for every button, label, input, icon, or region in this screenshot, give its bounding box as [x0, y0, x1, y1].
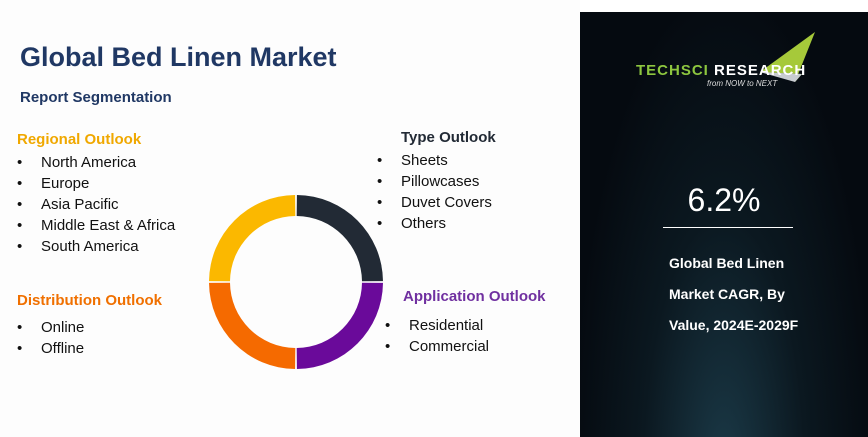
list-item: Online	[17, 319, 162, 340]
regional-outlook: Regional Outlook North AmericaEuropeAsia…	[17, 131, 175, 259]
list-item: Middle East & Africa	[17, 217, 175, 238]
logo-tagline: from NOW to NEXT	[707, 79, 778, 88]
list-item: Residential	[385, 317, 546, 338]
list-item: Commercial	[385, 338, 546, 359]
type-outlook: Type Outlook SheetsPillowcasesDuvet Cove…	[377, 129, 496, 236]
application-segment	[296, 282, 383, 369]
list-item: Sheets	[377, 152, 496, 173]
list-item: Offline	[17, 340, 162, 361]
regional-segment	[209, 195, 296, 282]
list-item: Others	[377, 215, 496, 236]
desc-line: Value, 2024E-2029F	[669, 317, 799, 333]
segment-donut	[209, 195, 383, 369]
section-heading: Distribution Outlook	[17, 292, 162, 309]
section-heading: Application Outlook	[403, 288, 546, 305]
desc-line: Global Bed Linen	[669, 255, 785, 271]
cagr-value: 6.2%	[687, 182, 761, 218]
cagr-description: Global Bed Linen Market CAGR, By Value, …	[669, 248, 798, 341]
divider	[663, 227, 793, 228]
desc-line: Market CAGR, By	[669, 286, 785, 302]
page-subtitle: Report Segmentation	[20, 89, 172, 106]
techsci-logo: TECHSCI RESEARCH	[636, 62, 807, 79]
list-item: Pillowcases	[377, 173, 496, 194]
cagr-panel: TECHSCI RESEARCH from NOW to NEXT 6.2% G…	[580, 12, 868, 437]
segmentation-panel: Global Bed Linen Market Report Segmentat…	[0, 0, 580, 437]
distribution-outlook: Distribution Outlook OnlineOffline	[17, 292, 162, 361]
section-heading: Type Outlook	[401, 129, 496, 146]
distribution-segment	[209, 282, 296, 369]
application-outlook: Application Outlook ResidentialCommercia…	[385, 288, 546, 359]
list-item: South America	[17, 238, 175, 259]
section-heading: Regional Outlook	[17, 131, 142, 148]
page-title: Global Bed Linen Market	[20, 42, 337, 72]
logo-arrow-icon	[760, 32, 815, 82]
type-segment	[296, 195, 383, 282]
list-item: North America	[17, 154, 175, 175]
list-item: Duvet Covers	[377, 194, 496, 215]
list-item: Europe	[17, 175, 175, 196]
list-item: Asia Pacific	[17, 196, 175, 217]
